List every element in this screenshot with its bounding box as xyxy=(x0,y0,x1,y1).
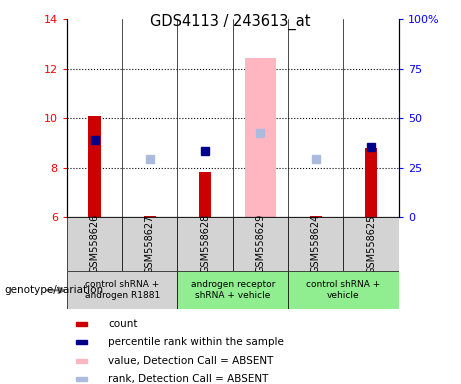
Bar xyxy=(199,172,211,217)
Bar xyxy=(67,271,177,309)
Bar xyxy=(288,271,399,309)
Text: percentile rank within the sample: percentile rank within the sample xyxy=(108,338,284,348)
Text: GSM558629: GSM558629 xyxy=(255,214,266,273)
Bar xyxy=(177,217,233,271)
Bar xyxy=(76,359,87,362)
Bar xyxy=(76,377,87,381)
Text: GSM558625: GSM558625 xyxy=(366,214,376,273)
Bar xyxy=(245,58,276,217)
Text: genotype/variation: genotype/variation xyxy=(5,285,104,295)
Text: androgen receptor
shRNA + vehicle: androgen receptor shRNA + vehicle xyxy=(190,280,275,300)
Text: control shRNA +
vehicle: control shRNA + vehicle xyxy=(306,280,381,300)
Bar xyxy=(144,216,156,217)
Bar xyxy=(310,216,322,217)
Text: GSM558628: GSM558628 xyxy=(200,214,210,273)
Bar xyxy=(177,271,288,309)
Bar xyxy=(67,217,122,271)
Text: GDS4113 / 243613_at: GDS4113 / 243613_at xyxy=(150,13,311,30)
Bar xyxy=(288,217,343,271)
Text: GSM558626: GSM558626 xyxy=(89,214,100,273)
Text: rank, Detection Call = ABSENT: rank, Detection Call = ABSENT xyxy=(108,374,268,384)
Text: count: count xyxy=(108,319,137,329)
Text: GSM558627: GSM558627 xyxy=(145,214,155,273)
Bar xyxy=(343,217,399,271)
Bar xyxy=(233,217,288,271)
Bar xyxy=(122,217,177,271)
Text: value, Detection Call = ABSENT: value, Detection Call = ABSENT xyxy=(108,356,273,366)
Text: GSM558624: GSM558624 xyxy=(311,214,321,273)
Bar xyxy=(365,148,377,217)
Bar xyxy=(76,322,87,326)
Text: control shRNA +
androgen R1881: control shRNA + androgen R1881 xyxy=(84,280,160,300)
Bar xyxy=(76,340,87,344)
Bar xyxy=(89,116,100,217)
